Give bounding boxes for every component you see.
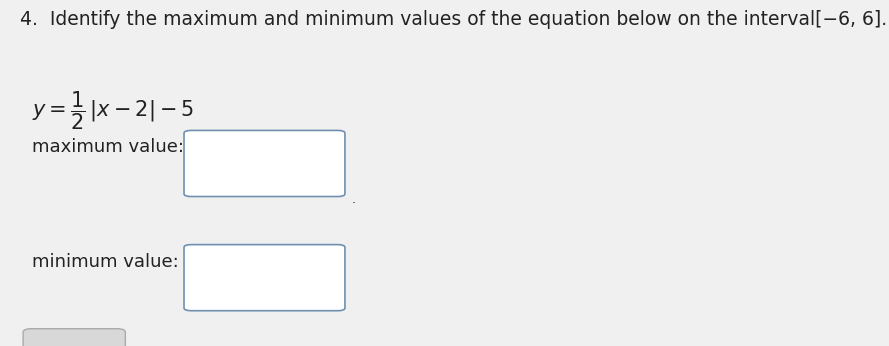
Text: minimum value:: minimum value:: [32, 253, 179, 271]
Text: ·: ·: [351, 197, 355, 210]
FancyBboxPatch shape: [184, 130, 345, 197]
Text: 4.  Identify the maximum and minimum values of the equation below on the interva: 4. Identify the maximum and minimum valu…: [20, 10, 886, 29]
Text: $y = \dfrac{1}{2}\,|x - 2| - 5$: $y = \dfrac{1}{2}\,|x - 2| - 5$: [32, 90, 194, 133]
Text: maximum value:: maximum value:: [32, 138, 184, 156]
FancyBboxPatch shape: [23, 329, 125, 346]
FancyBboxPatch shape: [184, 245, 345, 311]
